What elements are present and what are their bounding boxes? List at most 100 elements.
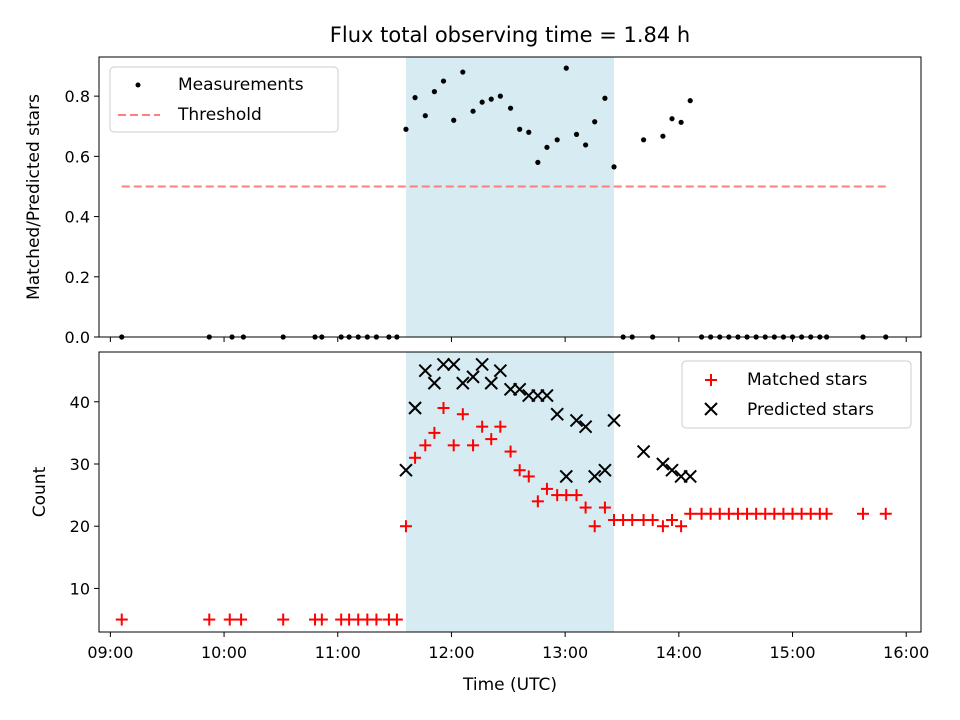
bottom-x-tick-label: 14:00 — [656, 643, 702, 662]
predicted-star-point — [493, 363, 508, 378]
matched-star-point — [560, 489, 573, 502]
legend-predicted-label: Predicted stars — [747, 400, 874, 420]
measurement-point — [535, 159, 541, 165]
top-y-tick-label: 0.6 — [65, 147, 90, 166]
top-y-axis: 0.0 0.2 0.4 0.6 0.8 — [65, 87, 99, 347]
bottom-x-label: Time (UTC) — [462, 675, 557, 695]
matched-star-point — [684, 507, 697, 520]
top-x-ticks — [109, 337, 907, 342]
predicted-star-point — [436, 357, 451, 372]
bottom-x-tick-label: 09:00 — [87, 643, 133, 662]
matched-star-point — [447, 439, 460, 452]
matched-star-point — [598, 501, 611, 514]
bottom-x-axis: 09:00 10:00 11:00 12:00 13:00 14:00 15:00 16:00 — [87, 632, 929, 662]
measurement-point — [431, 89, 437, 95]
measurement-point — [451, 117, 457, 123]
matched-star-point — [820, 507, 833, 520]
matched-star-point — [666, 514, 679, 526]
bottom-highlight-band — [405, 352, 615, 632]
top-y-label: Matched/Predicted stars — [24, 94, 44, 300]
predicted-star-point — [550, 407, 564, 421]
measurement-point — [526, 129, 532, 135]
top-panel: 0.00.20.40.60.8 Matched/Predicted stars … — [24, 56, 922, 347]
predicted-star-point — [683, 469, 697, 484]
matched-star-point — [476, 420, 489, 433]
chart-title: Flux total observing time = 1.84 h — [330, 23, 690, 47]
bottom-y-label: Count — [30, 466, 50, 517]
measurement-point — [507, 105, 514, 111]
legend-predicted-marker — [704, 402, 718, 416]
predicted-star-point — [569, 413, 584, 428]
predicted-star-point — [636, 444, 651, 459]
predicted-star-point — [447, 357, 461, 372]
matched-star-point — [879, 507, 892, 520]
legend-matched-marker — [705, 374, 717, 386]
matched-star-point — [504, 445, 517, 458]
measurement-point — [592, 119, 598, 125]
matched-star-point — [656, 520, 669, 533]
matched-star-point — [522, 470, 535, 483]
bottom-y-tick-label: 20 — [70, 517, 90, 536]
matched-star-point — [494, 420, 507, 433]
matched-star-point — [675, 520, 688, 533]
bottom-y-tick-label: 40 — [70, 393, 90, 412]
measurement-point — [544, 144, 550, 150]
top-legend: Measurements Threshold — [109, 66, 339, 133]
bottom-x-tick-label: 15:00 — [769, 643, 815, 662]
measurement-point — [563, 65, 569, 71]
predicted-star-point — [578, 419, 593, 434]
matched-star-point — [540, 482, 553, 495]
matched-star-point — [277, 613, 290, 626]
matched-star-point — [115, 613, 128, 626]
predicted-star-point — [665, 463, 679, 477]
top-highlight-band — [405, 57, 615, 337]
matched-star-point — [513, 464, 526, 477]
matched-star-point — [646, 514, 659, 526]
predicted-star-point — [559, 469, 573, 484]
measurement-point — [440, 78, 447, 84]
predicted-star-point — [408, 401, 422, 415]
top-y-tick-label: 0.0 — [65, 328, 90, 347]
matched-star-point — [203, 613, 216, 626]
top-y-tick-label: 0.8 — [65, 87, 90, 106]
measurement-point — [488, 96, 494, 102]
measurement-point — [412, 95, 418, 101]
measurement-point — [660, 133, 666, 139]
predicted-star-point — [587, 469, 602, 484]
top-axes-frame — [98, 56, 922, 338]
measurement-point — [497, 93, 503, 99]
predicted-star-point — [607, 413, 621, 428]
top-legend-box — [109, 66, 339, 133]
predicted-star-point — [598, 463, 612, 477]
bottom-x-tick-label: 16:00 — [883, 643, 929, 662]
matched-star-point — [223, 613, 236, 626]
matched-star-point — [315, 613, 328, 626]
matched-star-point — [428, 426, 441, 439]
bottom-x-tick-label: 10:00 — [201, 643, 247, 662]
legend-measurements-label: Measurements — [178, 75, 304, 95]
matched-star-point — [857, 507, 870, 520]
legend-measurements-marker — [135, 82, 141, 88]
matched-star-point — [531, 495, 544, 508]
legend-matched-label: Matched stars — [747, 370, 867, 390]
matched-star-point — [409, 451, 422, 464]
matched-star-point — [485, 433, 498, 446]
predicted-star-point — [540, 388, 554, 403]
measurement-point — [517, 126, 523, 132]
measurement-point — [470, 108, 476, 114]
bottom-legend-box — [681, 360, 912, 429]
measurement-point — [669, 116, 675, 122]
predicted-star-point — [475, 357, 489, 372]
bottom-x-tick-label: 13:00 — [542, 643, 588, 662]
top-y-tick-label: 0.4 — [65, 208, 90, 227]
measurement-point — [460, 69, 466, 75]
matched-star-point — [456, 408, 469, 421]
bottom-legend: Matched stars Predicted stars — [681, 360, 912, 429]
measurement-point — [611, 164, 617, 170]
bottom-panel: 10 20 30 40 09:00 10:00 11:00 12:00 13:00 14:00 1… — [30, 351, 929, 695]
predicted-star-point — [427, 376, 442, 390]
legend-threshold-label: Threshold — [177, 105, 262, 125]
bottom-y-tick-label: 10 — [70, 579, 90, 598]
measurement-point — [687, 98, 693, 104]
